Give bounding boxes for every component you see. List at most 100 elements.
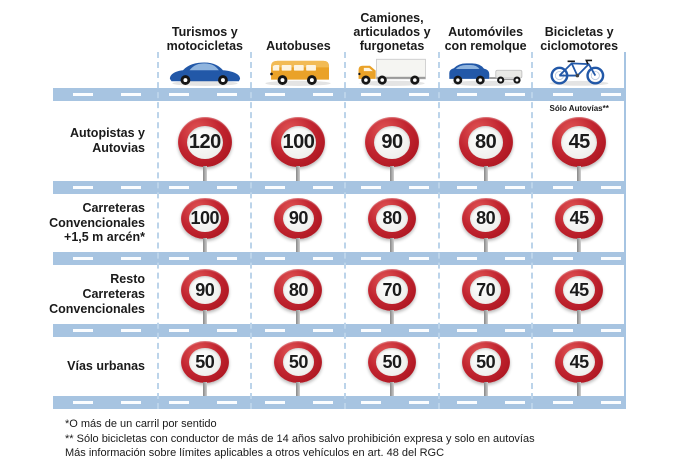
- footnote-bicicletas: ** Sólo bicicletas con conductor de más …: [65, 432, 535, 445]
- sign-pole: [202, 382, 207, 396]
- footnote-rgc: Más información sobre límites aplicables…: [65, 447, 445, 460]
- row-label-carreteras-arcen: Carreteras Convencionales +1,5 m arcén*: [49, 200, 145, 245]
- speed-limit-sign: 45: [552, 117, 607, 168]
- table-cell: 100: [158, 194, 252, 252]
- speed-value: 50: [195, 351, 215, 372]
- sign-pole: [483, 166, 488, 181]
- speed-limit-sign: 90: [274, 198, 323, 240]
- speed-limit-sign: 80: [461, 198, 510, 240]
- speed-limit-table: Turismos y motocicletas Autobuses: [49, 10, 626, 409]
- table-cell: Sólo Autovías** 45: [532, 101, 626, 181]
- speed-value: 80: [474, 130, 497, 153]
- column-separator: [531, 52, 533, 409]
- column-separator: [157, 52, 159, 409]
- table-cell: 50: [252, 337, 346, 396]
- speed-limit-sign: 80: [274, 269, 323, 311]
- column-label: Automóviles con remolque: [444, 25, 527, 53]
- speed-limit-sign: 50: [461, 341, 510, 383]
- speed-value: 70: [476, 279, 496, 300]
- speed-value: 50: [288, 351, 309, 372]
- sign-pole: [296, 382, 301, 396]
- column-separator: [250, 52, 252, 409]
- speed-value: 45: [569, 279, 590, 300]
- column-label: Turismos y motocicletas: [166, 25, 243, 53]
- speed-value: 50: [476, 351, 496, 372]
- table-cell: 80: [439, 101, 533, 181]
- sign-pole: [202, 310, 207, 324]
- speed-limit-sign: 45: [555, 198, 604, 240]
- table-cell: 50: [439, 337, 533, 396]
- sign-pole: [296, 238, 301, 252]
- truck-icon: [351, 56, 433, 87]
- road-band: [53, 88, 626, 101]
- sign-pole: [389, 238, 394, 252]
- speed-value: 100: [190, 208, 220, 229]
- speed-value: 90: [381, 130, 403, 153]
- table-cell: 90: [345, 101, 439, 181]
- sign-pole: [483, 238, 488, 252]
- footnotes: *O más de un carril por sentido ** Sólo …: [65, 417, 535, 461]
- speed-limit-sign: 90: [364, 117, 419, 168]
- column-separator: [344, 52, 346, 409]
- bus-icon: [257, 56, 339, 87]
- column-label: Camiones, articulados y furgonetas: [353, 11, 431, 53]
- sign-pole: [202, 238, 207, 252]
- sign-pole: [389, 166, 394, 181]
- speed-limit-sign: 100: [271, 117, 326, 168]
- speed-value: 50: [382, 351, 402, 372]
- row-label-resto-carreteras: Resto Carreteras Convencionales: [49, 272, 145, 316]
- speed-limit-sign: 120: [177, 117, 232, 168]
- column-separator: [438, 52, 440, 409]
- column-header-camiones: Camiones, articulados y furgonetas: [345, 10, 439, 88]
- speed-limit-sign: 50: [180, 341, 229, 383]
- speed-value: 100: [282, 130, 315, 153]
- speed-limit-sign: 70: [367, 269, 416, 311]
- speed-value: 90: [195, 279, 215, 300]
- table-cell: 45: [532, 265, 626, 324]
- column-header-autobuses: Autobuses: [252, 10, 346, 88]
- sign-pole: [483, 382, 488, 396]
- speed-value: 80: [382, 208, 402, 229]
- speed-limit-sign: 45: [555, 269, 604, 311]
- road-band: [53, 252, 626, 265]
- table-cell: 80: [252, 265, 346, 324]
- sign-pole: [577, 382, 582, 396]
- table-cell: 120: [158, 101, 252, 181]
- speed-value: 45: [568, 130, 591, 153]
- column-header-remolque: Automóviles con remolque: [439, 10, 533, 88]
- footnote-carril: *O más de un carril por sentido: [65, 418, 217, 430]
- speed-limit-sign: 50: [367, 341, 416, 383]
- speed-value: 70: [382, 279, 402, 300]
- sign-pole: [296, 166, 301, 181]
- column-label: Bicicletas y ciclomotores: [540, 25, 619, 53]
- table-cell: 80: [345, 194, 439, 252]
- table-cell: 50: [158, 337, 252, 396]
- column-label: Autobuses: [266, 39, 331, 53]
- row-label-autopistas: Autopistas y Autovias: [69, 126, 145, 155]
- table-cell: 50: [345, 337, 439, 396]
- sign-pole: [577, 166, 582, 181]
- sign-pole: [577, 310, 582, 324]
- speed-value: 120: [188, 130, 221, 153]
- corner-cell: [53, 10, 158, 88]
- table-cell: 70: [439, 265, 533, 324]
- speed-value: 80: [288, 279, 309, 300]
- sign-pole: [389, 310, 394, 324]
- speed-limit-sign: 90: [180, 269, 229, 311]
- speed-value: 90: [288, 208, 309, 229]
- bicycle-icon: [538, 56, 620, 87]
- speed-limit-sign: 50: [274, 341, 323, 383]
- sign-pole: [296, 310, 301, 324]
- road-band: [53, 396, 626, 409]
- row-label-vias-urbanas: Vías urbanas: [67, 359, 145, 374]
- table-cell: 45: [532, 194, 626, 252]
- speed-value: 45: [569, 208, 590, 229]
- table-right-border: [624, 52, 626, 409]
- speed-value: 45: [569, 351, 590, 372]
- table-cell: 90: [158, 265, 252, 324]
- road-band: [53, 324, 626, 337]
- table-cell: 90: [252, 194, 346, 252]
- road-band: [53, 181, 626, 194]
- speed-limit-sign: 45: [555, 341, 604, 383]
